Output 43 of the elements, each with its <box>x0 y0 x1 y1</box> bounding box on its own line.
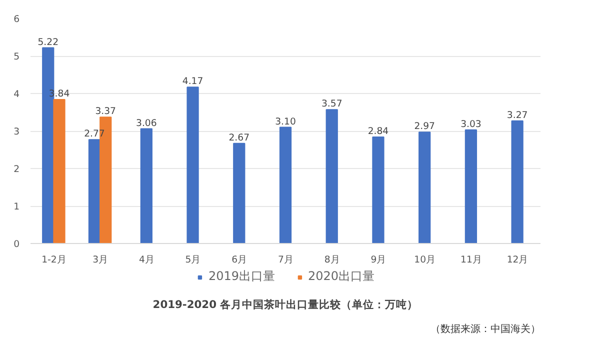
bar <box>511 120 524 244</box>
bar <box>140 128 152 244</box>
data-label: 3.27 <box>506 110 528 121</box>
x-tick-label: 4月 <box>138 254 154 266</box>
data-label: 3.57 <box>321 98 342 110</box>
legend-label: 2019出口量 <box>208 268 275 285</box>
data-label: 4.17 <box>182 76 204 88</box>
bar <box>186 86 199 244</box>
y-tick-label: 2 <box>14 164 20 175</box>
data-label: 5.22 <box>38 36 59 48</box>
data-label: 3.10 <box>275 116 296 128</box>
y-tick-label: 3 <box>14 126 20 138</box>
x-tick-label: 3月 <box>92 254 108 266</box>
data-label: 2.67 <box>228 132 250 144</box>
data-label: 2.97 <box>414 121 436 132</box>
y-tick-label: 0 <box>14 239 20 250</box>
x-tick-label: 1-2月 <box>42 254 66 266</box>
y-tick-label: 6 <box>14 14 20 25</box>
x-tick-label: 10月 <box>414 254 436 266</box>
bar <box>279 126 292 244</box>
data-label: 3.03 <box>460 118 482 130</box>
x-tick-label: 11月 <box>460 254 482 266</box>
bar <box>418 132 431 244</box>
x-tick-label: 6月 <box>232 254 247 266</box>
data-label: 3.06 <box>136 118 157 129</box>
text: 2019-2020 各月中国茶叶出口量比较（单位：万吨） <box>152 298 418 311</box>
y-tick-label: 4 <box>14 89 20 100</box>
x-tick-label: 5月 <box>185 254 200 266</box>
x-tick-label: 9月 <box>370 254 386 266</box>
bar <box>372 136 384 244</box>
x-tick-label: 7月 <box>278 254 293 266</box>
bar <box>53 99 66 244</box>
bar <box>233 142 246 244</box>
data-label: 2.84 <box>368 126 389 137</box>
x-tick-label: 12月 <box>506 254 528 266</box>
text: （数据来源：中国海关） <box>430 323 540 336</box>
bar <box>326 109 338 244</box>
y-tick-label: 1 <box>14 202 20 212</box>
x-tick-label: 8月 <box>324 254 340 266</box>
bar <box>464 129 478 244</box>
y-tick-label: 5 <box>14 52 20 62</box>
legend-label: 2020出口量 <box>308 268 375 285</box>
data-label: 3.37 <box>95 106 116 118</box>
